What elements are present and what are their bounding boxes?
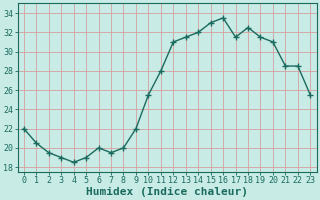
X-axis label: Humidex (Indice chaleur): Humidex (Indice chaleur) [86, 186, 248, 197]
